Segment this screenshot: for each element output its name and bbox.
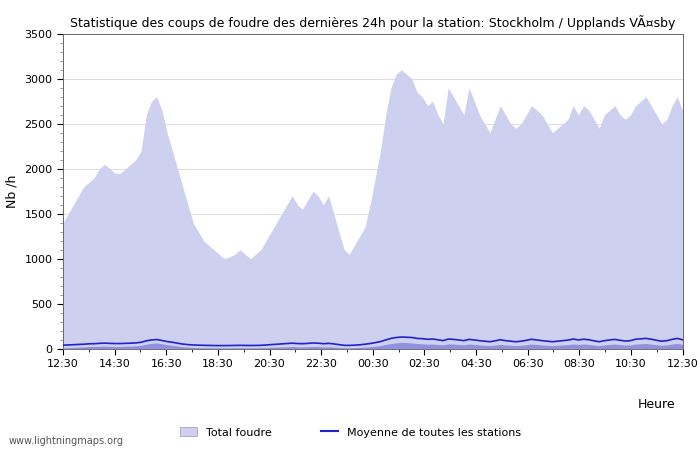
Title: Statistique des coups de foudre des dernières 24h pour la station: Stockholm / U: Statistique des coups de foudre des dern… [70,15,676,30]
Text: Heure: Heure [638,398,676,411]
Text: www.lightningmaps.org: www.lightningmaps.org [8,436,123,446]
Y-axis label: Nb /h: Nb /h [6,175,19,208]
